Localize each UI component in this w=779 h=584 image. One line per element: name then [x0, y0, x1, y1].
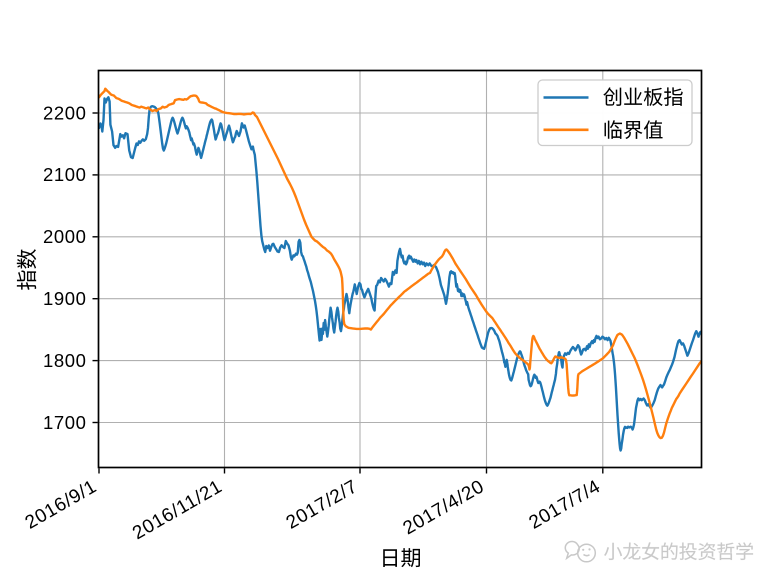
svg-text:2100: 2100	[43, 164, 87, 185]
svg-text:1700: 1700	[43, 412, 87, 433]
svg-text:1800: 1800	[43, 350, 87, 371]
svg-text:2000: 2000	[43, 226, 87, 247]
svg-text:2200: 2200	[43, 102, 87, 123]
svg-text:1900: 1900	[43, 288, 87, 309]
